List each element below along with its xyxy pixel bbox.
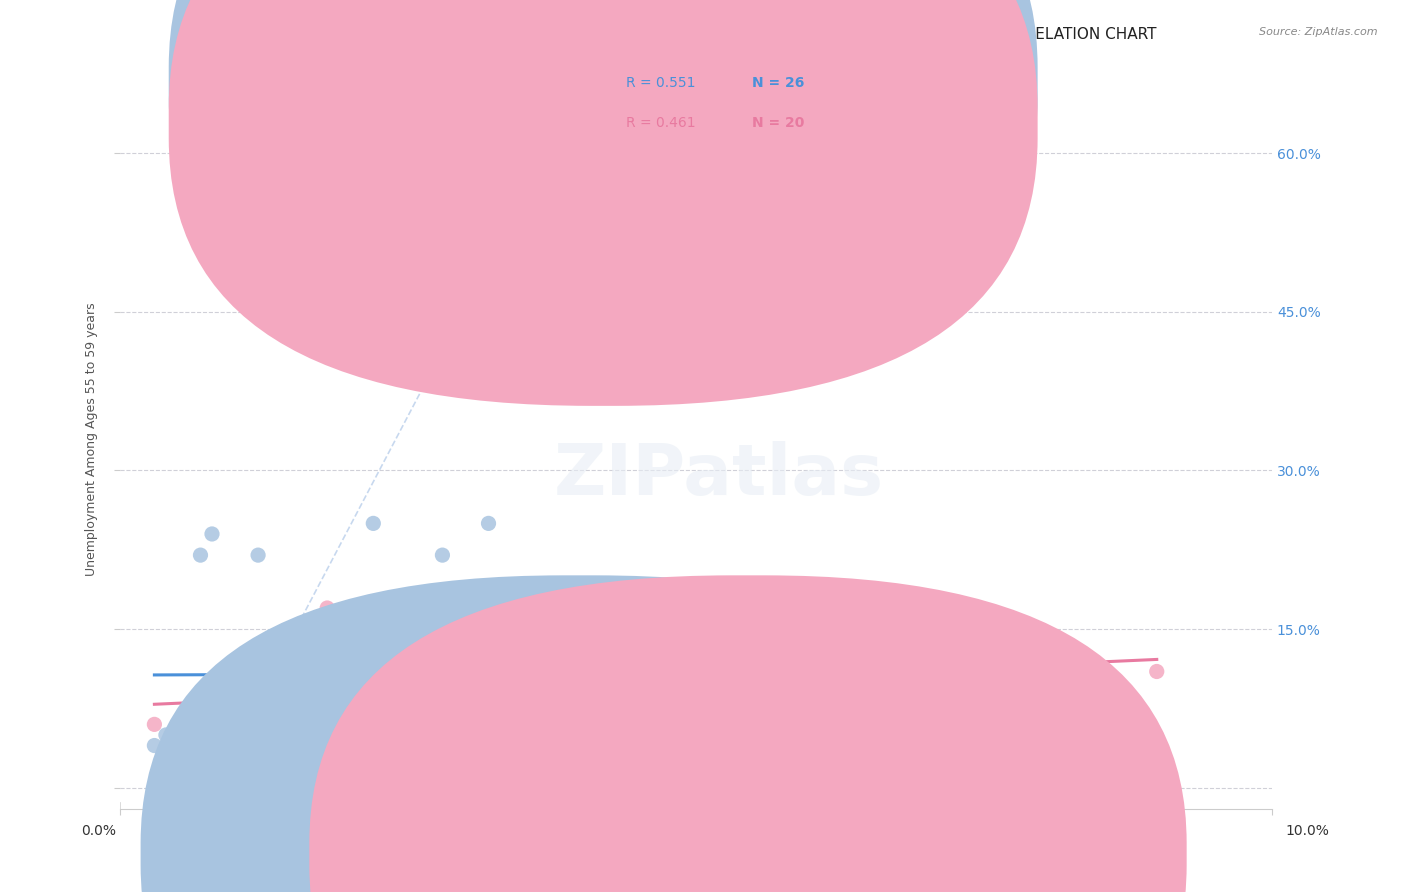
South American Indians [363,686,385,700]
South American Indians [569,696,592,710]
Carpatho Rusyns [339,760,361,774]
Carpatho Rusyns [316,749,339,764]
South American Indians [281,696,304,710]
Carpatho Rusyns [385,780,408,795]
Text: ZIPatlas: ZIPatlas [554,442,884,510]
Carpatho Rusyns [259,739,281,753]
Carpatho Rusyns [190,548,212,562]
Carpatho Rusyns [247,548,270,562]
Carpatho Rusyns [212,706,235,721]
Text: CARPATHO RUSYN VS SOUTH AMERICAN INDIAN UNEMPLOYMENT AMONG AGES 55 TO 59 YEARS C: CARPATHO RUSYN VS SOUTH AMERICAN INDIAN … [249,27,1157,42]
Text: R = 0.551: R = 0.551 [626,76,695,90]
South American Indians [316,601,339,615]
Carpatho Rusyns [177,728,200,742]
Carpatho Rusyns [292,739,315,753]
Y-axis label: Unemployment Among Ages 55 to 59 years: Unemployment Among Ages 55 to 59 years [86,302,98,575]
South American Indians [166,728,188,742]
Carpatho Rusyns [224,749,246,764]
South American Indians [454,675,477,690]
Carpatho Rusyns [328,728,350,742]
Text: 10.0%: 10.0% [1285,824,1330,838]
Carpatho Rusyns [547,749,569,764]
South American Indians [339,717,361,731]
Carpatho Rusyns [270,717,292,731]
Carpatho Rusyns [454,760,477,774]
Carpatho Rusyns [477,516,499,531]
South American Indians [432,675,454,690]
South American Indians [396,654,419,668]
Carpatho Rusyns [627,770,650,784]
South American Indians [547,675,569,690]
South American Indians [247,706,270,721]
Text: Carpatho Rusyns: Carpatho Rusyns [600,848,706,861]
South American Indians [685,601,707,615]
Carpatho Rusyns [281,728,304,742]
Carpatho Rusyns [432,548,454,562]
Carpatho Rusyns [363,516,385,531]
Carpatho Rusyns [143,739,166,753]
Text: N = 20: N = 20 [752,116,804,130]
South American Indians [143,717,166,731]
Carpatho Rusyns [316,125,339,139]
South American Indians [190,706,212,721]
Carpatho Rusyns [201,527,224,541]
South American Indians [915,675,938,690]
South American Indians [477,739,499,753]
South American Indians [1146,665,1168,679]
Text: 0.0%: 0.0% [82,824,115,838]
Carpatho Rusyns [166,717,188,731]
South American Indians [1031,675,1053,690]
Text: N = 26: N = 26 [752,76,804,90]
South American Indians [224,686,246,700]
Carpatho Rusyns [201,739,224,753]
Text: R = 0.461: R = 0.461 [626,116,696,130]
Text: South American Indians: South American Indians [769,848,918,861]
South American Indians [800,665,823,679]
Text: Source: ZipAtlas.com: Source: ZipAtlas.com [1260,27,1378,37]
Carpatho Rusyns [155,728,177,742]
Carpatho Rusyns [235,696,257,710]
